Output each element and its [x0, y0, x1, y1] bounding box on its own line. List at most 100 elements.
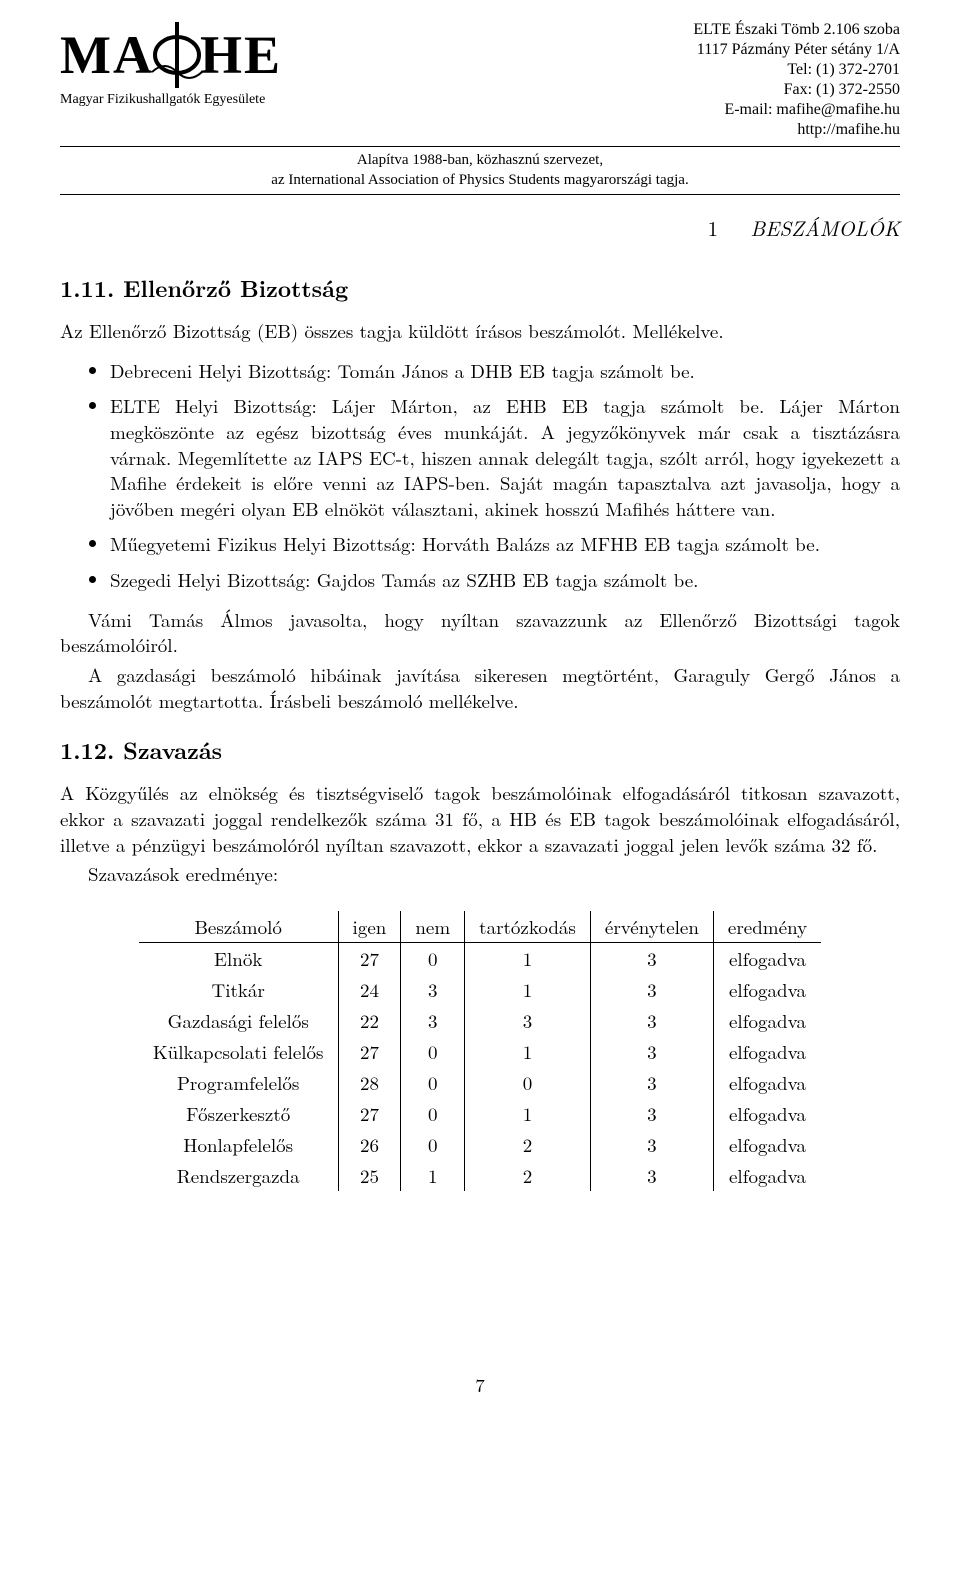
contact-line: http://mafihe.hu — [693, 120, 900, 140]
table-cell: elfogadva — [713, 974, 821, 1005]
table-cell: 3 — [590, 974, 713, 1005]
page-number: 7 — [60, 1371, 900, 1398]
table-cell: 0 — [401, 1098, 465, 1129]
center-line: az International Association of Physics … — [60, 171, 900, 191]
table-cell: 3 — [590, 1098, 713, 1129]
header-num: 1 — [708, 213, 719, 243]
table-cell: Főszerkesztő — [139, 1098, 338, 1129]
table-row: Rendszergazda25123elfogadva — [139, 1160, 821, 1191]
table-cell: 1 — [401, 1160, 465, 1191]
table-cell: 1 — [465, 974, 591, 1005]
table-cell: 1 — [465, 1098, 591, 1129]
table-cell: 3 — [401, 1005, 465, 1036]
table-cell: elfogadva — [713, 1005, 821, 1036]
contact-line: E-mail: mafihe@mafihe.hu — [693, 100, 900, 120]
section-1-12-para2: Szavazások eredménye: — [60, 861, 900, 887]
table-row: Programfelelős28003elfogadva — [139, 1067, 821, 1098]
table-cell: Külkapcsolati felelős — [139, 1036, 338, 1067]
table-cell: 27 — [338, 1036, 401, 1067]
table-cell: Gazdasági felelős — [139, 1005, 338, 1036]
table-cell: 28 — [338, 1067, 401, 1098]
bullet-item: Szegedi Helyi Bizottság: Gajdos Tamás az… — [110, 567, 900, 593]
table-cell: 1 — [465, 942, 591, 974]
table-cell: 27 — [338, 942, 401, 974]
section-1-11-para2: A gazdasági beszámoló hibáinak javítása … — [60, 662, 900, 713]
table-cell: Elnök — [139, 942, 338, 974]
table-cell: 3 — [465, 1005, 591, 1036]
running-header-right: 1 BESZÁMOLÓK — [708, 213, 900, 243]
table-cell: 3 — [590, 1160, 713, 1191]
center-block: Alapítva 1988-ban, közhasznú szervezet, … — [60, 151, 900, 190]
table-row: Főszerkesztő27013elfogadva — [139, 1098, 821, 1129]
contact-line: ELTE Északi Tömb 2.106 szoba — [693, 20, 900, 40]
section-1-11-para1: Vámi Tamás Álmos javasolta, hogy nyíltan… — [60, 607, 900, 658]
table-cell: 1 — [465, 1036, 591, 1067]
table-cell: 25 — [338, 1160, 401, 1191]
contact-line: Fax: (1) 372-2550 — [693, 80, 900, 100]
section-1-11-intro: Az Ellenőrző Bizottság (EB) összes tagja… — [60, 318, 900, 344]
table-cell: 3 — [590, 1067, 713, 1098]
logo-row: MA HE — [60, 20, 282, 90]
table-header: nem — [401, 911, 465, 943]
section-1-11-bullets: Debreceni Helyi Bizottság: Tomán János a… — [60, 358, 900, 593]
section-1-11-title: 1.11. Ellenőrző Bizottság — [60, 271, 900, 304]
contact-block: ELTE Északi Tömb 2.106 szoba 1117 Pázmán… — [693, 20, 900, 140]
table-row: Külkapcsolati felelős27013elfogadva — [139, 1036, 821, 1067]
logo-text-left: MA — [60, 24, 154, 86]
contact-line: Tel: (1) 372-2701 — [693, 60, 900, 80]
table-cell: 3 — [590, 942, 713, 974]
header-rule-bottom — [60, 194, 900, 195]
table-cell: 3 — [590, 1005, 713, 1036]
table-cell: 27 — [338, 1098, 401, 1129]
table-cell: 0 — [401, 1067, 465, 1098]
logo-text-right: HE — [200, 24, 282, 86]
table-cell: Titkár — [139, 974, 338, 1005]
table-cell: elfogadva — [713, 1067, 821, 1098]
table-cell: 24 — [338, 974, 401, 1005]
voting-table: Beszámoló igen nem tartózkodás érvénytel… — [139, 911, 821, 1191]
table-cell: 0 — [401, 942, 465, 974]
table-row: Gazdasági felelős22333elfogadva — [139, 1005, 821, 1036]
table-cell: Rendszergazda — [139, 1160, 338, 1191]
running-header: 1.11. Ellenőrző Bizottság 1 BESZÁMOLÓK — [60, 213, 900, 243]
bullet-item: ELTE Helyi Bizottság: Lájer Márton, az E… — [110, 393, 900, 521]
center-line: Alapítva 1988-ban, közhasznú szervezet, — [60, 151, 900, 171]
table-cell: 3 — [590, 1036, 713, 1067]
table-cell: 3 — [590, 1129, 713, 1160]
table-header: eredmény — [713, 911, 821, 943]
table-cell: elfogadva — [713, 1098, 821, 1129]
table-header: igen — [338, 911, 401, 943]
table-cell: 2 — [465, 1129, 591, 1160]
table-cell: 2 — [465, 1160, 591, 1191]
letterhead: MA HE Magyar Fizikushallgatók Egyesülete… — [60, 20, 900, 140]
table-cell: 22 — [338, 1005, 401, 1036]
section-1-12-title: 1.12. Szavazás — [60, 733, 900, 766]
table-cell: Programfelelős — [139, 1067, 338, 1098]
logo-block: MA HE Magyar Fizikushallgatók Egyesülete — [60, 20, 282, 108]
table-cell: Honlapfelelős — [139, 1129, 338, 1160]
table-cell: elfogadva — [713, 1129, 821, 1160]
table-header: Beszámoló — [139, 911, 338, 943]
voting-table-body: Elnök27013elfogadvaTitkár24313elfogadvaG… — [139, 942, 821, 1191]
bullet-item: Műegyetemi Fizikus Helyi Bizottság: Horv… — [110, 531, 900, 557]
table-row: Elnök27013elfogadva — [139, 942, 821, 974]
logo-phi-icon — [150, 20, 204, 90]
table-cell: 0 — [401, 1036, 465, 1067]
table-cell: 0 — [465, 1067, 591, 1098]
table-cell: 0 — [401, 1129, 465, 1160]
table-header: érvénytelen — [590, 911, 713, 943]
table-header-row: Beszámoló igen nem tartózkodás érvénytel… — [139, 911, 821, 943]
logo-caption: Magyar Fizikushallgatók Egyesülete — [60, 92, 265, 108]
table-row: Titkár24313elfogadva — [139, 974, 821, 1005]
table-cell: 3 — [401, 974, 465, 1005]
table-cell: elfogadva — [713, 942, 821, 974]
table-row: Honlapfelelős26023elfogadva — [139, 1129, 821, 1160]
header-rule-top — [60, 146, 900, 147]
table-cell: elfogadva — [713, 1160, 821, 1191]
header-label: BESZÁMOLÓK — [750, 213, 900, 243]
table-header: tartózkodás — [465, 911, 591, 943]
table-cell: 26 — [338, 1129, 401, 1160]
contact-line: 1117 Pázmány Péter sétány 1/A — [693, 40, 900, 60]
section-1-12-para1: A Közgyűlés az elnökség és tisztségvisel… — [60, 780, 900, 857]
table-cell: elfogadva — [713, 1036, 821, 1067]
